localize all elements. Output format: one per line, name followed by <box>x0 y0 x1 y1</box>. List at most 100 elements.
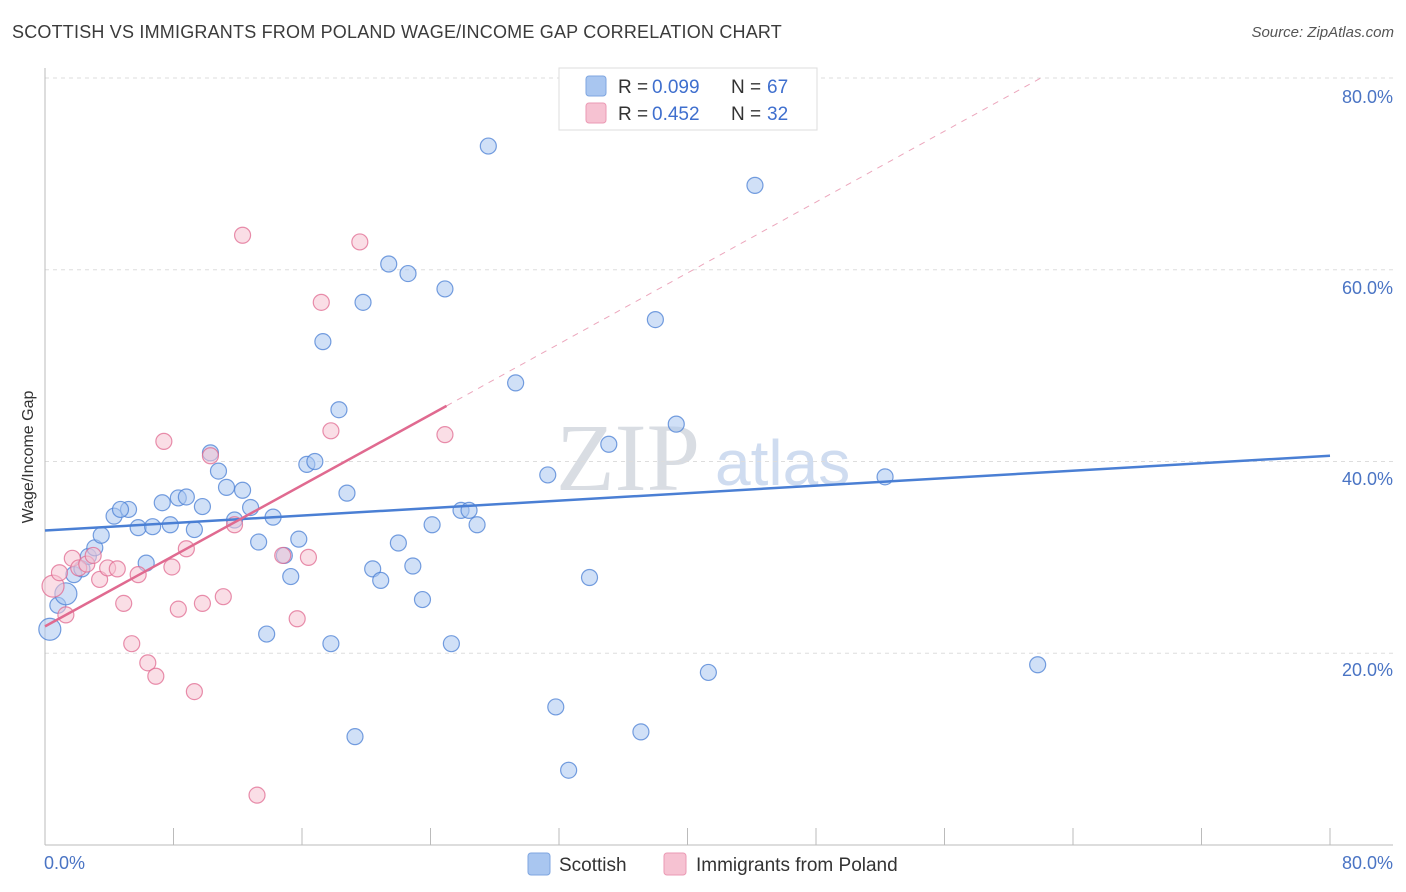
point-scottish-60 <box>632 723 650 741</box>
point-poland-27 <box>288 610 306 628</box>
legend-r-label-poland: R = <box>618 104 648 125</box>
legend-n-label-poland: N = <box>731 104 761 125</box>
series-legend: Scottish Immigrants from Poland <box>527 852 898 876</box>
point-scottish-11 <box>129 519 147 537</box>
point-poland-15 <box>155 432 173 450</box>
point-scottish-46 <box>413 590 432 609</box>
source-label: Source: ZipAtlas.com <box>1251 24 1394 41</box>
point-scottish-63 <box>699 663 717 682</box>
point-scottish-30 <box>282 567 300 586</box>
point-scottish-42 <box>380 255 398 273</box>
point-poland-19 <box>185 682 203 701</box>
point-poland-31 <box>351 233 369 251</box>
point-poland-29 <box>312 293 330 311</box>
point-scottish-38 <box>346 728 364 746</box>
point-poland-10 <box>115 594 133 612</box>
point-poland-21 <box>201 447 220 465</box>
watermark: ZIP atlas <box>556 404 850 511</box>
point-poland-11 <box>123 635 141 653</box>
point-scottish-35 <box>322 635 340 653</box>
y-tick-label-80: 80.0% <box>1342 87 1393 107</box>
point-scottish-24 <box>233 481 252 499</box>
point-scottish-61 <box>646 311 664 329</box>
point-scottish-7 <box>92 526 110 544</box>
point-scottish-47 <box>423 516 441 534</box>
point-scottish-26 <box>250 533 268 551</box>
legend-swatch-scottish <box>585 75 607 97</box>
x-axis-ticks <box>173 828 1331 845</box>
y-tick-labels: 20.0% 40.0% 60.0% 80.0% <box>1342 87 1393 680</box>
legend-n-value-poland: 32 <box>767 104 788 125</box>
chart-title: SCOTTISH VS IMMIGRANTS FROM POLAND WAGE/… <box>12 22 783 42</box>
point-poland-28 <box>299 548 318 566</box>
trendline-poland-extension <box>446 77 1042 407</box>
legend-swatch-poland <box>585 102 607 124</box>
point-scottish-21 <box>209 462 228 480</box>
point-poland-32 <box>436 426 454 444</box>
point-poland-24 <box>233 226 252 244</box>
point-scottish-31 <box>290 530 308 548</box>
points-layer <box>38 137 1047 804</box>
legend-r-label-scottish: R = <box>618 77 648 98</box>
series-legend-swatch-scottish <box>527 852 551 876</box>
stats-legend: R = 0.099 N = 67 R = 0.452 N = 32 <box>558 67 818 131</box>
point-scottish-34 <box>314 333 332 351</box>
point-scottish-0 <box>38 617 62 641</box>
series-legend-label-scottish: Scottish <box>559 855 627 876</box>
x-tick-label-max: 80.0% <box>1342 853 1393 873</box>
point-scottish-39 <box>354 293 372 311</box>
point-scottish-52 <box>468 516 486 534</box>
point-scottish-37 <box>338 484 356 502</box>
y-axis-title: Wage/Income Gap <box>20 391 37 524</box>
grid <box>45 77 1393 654</box>
point-scottish-54 <box>507 374 525 392</box>
point-scottish-27 <box>258 625 276 643</box>
trendline-poland <box>44 404 448 628</box>
point-scottish-49 <box>442 635 460 653</box>
trendline-scottish <box>44 454 1331 532</box>
y-tick-label-20: 20.0% <box>1342 660 1393 680</box>
point-scottish-56 <box>547 698 565 716</box>
point-poland-30 <box>322 422 340 440</box>
point-scottish-66 <box>1029 656 1047 674</box>
point-poland-16 <box>163 558 181 576</box>
point-scottish-48 <box>436 280 454 298</box>
point-poland-1 <box>50 564 69 582</box>
point-poland-20 <box>193 594 212 612</box>
point-scottish-53 <box>479 137 497 155</box>
point-poland-13 <box>139 654 157 672</box>
point-scottish-36 <box>330 401 348 419</box>
point-poland-6 <box>84 546 102 565</box>
point-scottish-44 <box>399 264 417 283</box>
x-tick-label-min: 0.0% <box>44 853 85 873</box>
y-tick-label-60: 60.0% <box>1342 278 1393 298</box>
point-scottish-18 <box>185 520 203 539</box>
point-poland-17 <box>169 600 187 618</box>
series-legend-label-poland: Immigrants from Poland <box>696 855 898 876</box>
point-scottish-57 <box>560 761 578 779</box>
point-poland-9 <box>108 560 126 578</box>
y-tick-label-40: 40.0% <box>1342 469 1393 489</box>
point-scottish-41 <box>372 571 390 589</box>
point-poland-26 <box>274 546 292 565</box>
point-scottish-43 <box>389 534 407 552</box>
point-scottish-62 <box>667 415 685 433</box>
point-scottish-64 <box>746 176 764 194</box>
trend-layer <box>44 77 1331 628</box>
point-scottish-13 <box>144 518 162 536</box>
legend-r-value-poland: 0.452 <box>652 104 700 125</box>
point-scottish-33 <box>306 452 324 471</box>
point-scottish-19 <box>193 497 212 516</box>
point-scottish-55 <box>539 466 557 484</box>
point-scottish-10 <box>111 500 130 519</box>
point-scottish-17 <box>177 488 195 506</box>
point-scottish-14 <box>153 494 171 512</box>
legend-r-value-scottish: 0.099 <box>652 77 700 98</box>
series-legend-swatch-poland <box>663 852 687 876</box>
point-scottish-45 <box>404 557 422 575</box>
point-poland-14 <box>147 667 165 685</box>
point-scottish-58 <box>580 568 599 587</box>
point-poland-25 <box>248 786 266 804</box>
legend-n-value-scottish: 67 <box>767 77 788 98</box>
